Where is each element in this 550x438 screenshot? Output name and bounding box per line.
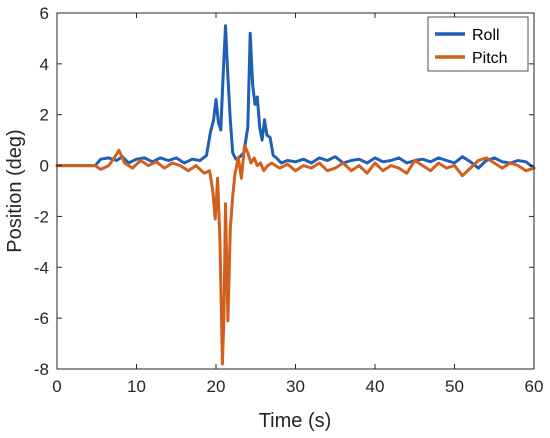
x-tick-label: 0 bbox=[52, 377, 61, 396]
x-axis-label: Time (s) bbox=[259, 410, 332, 432]
y-tick-label: 6 bbox=[40, 4, 49, 23]
y-tick-label: -8 bbox=[34, 360, 49, 379]
x-tick-label: 40 bbox=[366, 377, 385, 396]
legend: Roll Pitch bbox=[427, 16, 529, 72]
legend-label-roll: Roll bbox=[472, 27, 500, 44]
plot-background bbox=[57, 13, 534, 369]
y-tick-label: -4 bbox=[34, 258, 49, 277]
legend-label-pitch: Pitch bbox=[472, 50, 508, 67]
y-axis-label: Position (deg) bbox=[4, 129, 26, 252]
x-tick-label: 30 bbox=[286, 377, 305, 396]
y-tick-label: -6 bbox=[34, 309, 49, 328]
x-tick-label: 60 bbox=[525, 377, 544, 396]
y-tick-label: -2 bbox=[34, 207, 49, 226]
x-tick-label: 20 bbox=[207, 377, 226, 396]
series-line-pitch bbox=[55, 143, 536, 366]
y-tick-label: 2 bbox=[40, 106, 49, 125]
series-layer bbox=[55, 24, 536, 366]
y-tick-label: 4 bbox=[40, 55, 49, 74]
x-tick-label: 10 bbox=[127, 377, 146, 396]
legend-box bbox=[427, 16, 529, 72]
series-line-roll bbox=[55, 24, 536, 170]
y-tick-label: 0 bbox=[40, 157, 49, 176]
x-tick-label: 50 bbox=[445, 377, 464, 396]
tick-layer: 0 10 20 30 40 50 60 -8 -6 -4 -2 0 2 4 6 bbox=[34, 4, 544, 396]
